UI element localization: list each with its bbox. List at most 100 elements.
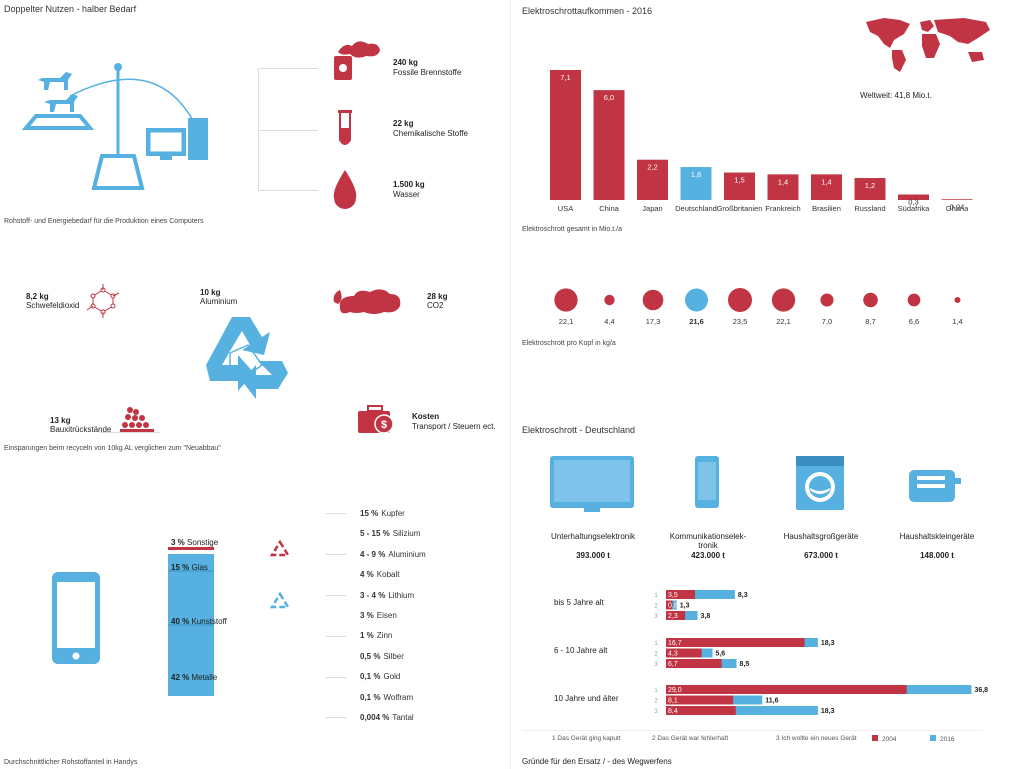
washing-machine-icon xyxy=(796,456,844,510)
composition-metals: 42 % Metalle xyxy=(171,673,217,682)
bar-2016-label: 8,3 xyxy=(738,592,748,599)
bar-2004-label: 8,1 xyxy=(668,698,678,705)
panel5-title: Elektroschrott - Deutschland xyxy=(522,425,636,435)
metal-row: 4 % Kobalt xyxy=(360,570,399,579)
recycle-icon xyxy=(206,317,288,399)
metal-row: 3 - 4 % Lithium xyxy=(360,591,414,600)
legend-item: 1 Das Gerät ging kaputt xyxy=(552,735,621,742)
composition-metals-label: Metalle xyxy=(191,673,218,682)
metal-label: Silber xyxy=(383,651,404,661)
molecule-icon xyxy=(86,284,120,318)
metal-value: 0,004 % xyxy=(360,713,390,722)
metal-label: Eisen xyxy=(376,611,397,620)
bar-2004 xyxy=(666,695,734,705)
metal-label: Silizium xyxy=(392,529,421,539)
bar-2016 xyxy=(666,706,818,715)
bar-2004-label: 3,5 xyxy=(668,592,678,599)
category-label: Haushaltsgroßgeräte xyxy=(783,532,859,541)
toaster-icon xyxy=(909,470,961,502)
category-value: 673.000 t xyxy=(804,551,838,560)
test-tube-icon xyxy=(338,110,352,145)
group-label-0: bis 5 Jahre alt xyxy=(554,598,604,607)
costs-value: Kosten xyxy=(412,412,440,421)
bubble xyxy=(954,297,961,303)
co2-value: 28 kg xyxy=(427,292,448,301)
bar-category-label: Frankreich xyxy=(765,204,800,213)
legend-key: 3 xyxy=(776,735,782,742)
bauxite-value: 13 kg xyxy=(50,416,71,425)
composition-metals-value: 42 % xyxy=(171,673,190,682)
recycle-small-red-icon xyxy=(269,539,291,557)
composition-plastic: 40 % Kunststoff xyxy=(171,617,227,626)
svg-text:$: $ xyxy=(381,419,387,431)
bar-category-label: China xyxy=(599,204,619,213)
bubble-value-label: 8,7 xyxy=(865,317,875,326)
smartphone-icon xyxy=(52,572,100,664)
co2-label: CO2 xyxy=(427,301,444,310)
panel4-title: Elektroschrottaufkommen - 2016 xyxy=(522,6,653,16)
bubble-value-label: 7,0 xyxy=(822,317,832,326)
metal-label: Kobalt xyxy=(376,570,400,580)
metal-label: Lithium xyxy=(388,590,415,600)
world-total: Weltweit: 41,8 Mio.t. xyxy=(860,91,932,100)
fuel-label: Fossile Brennstoffe xyxy=(393,68,462,77)
metal-row: 0,1 % Wolfram xyxy=(360,693,413,702)
bar-2004-label: 16,7 xyxy=(668,640,682,647)
metal-label: Kupfer xyxy=(381,509,405,518)
bubble-value-label: 6,6 xyxy=(909,317,919,326)
row-key: 3 xyxy=(654,662,658,668)
connector-line xyxy=(326,677,346,678)
legend-swatch xyxy=(930,735,936,741)
row-key: 2 xyxy=(654,652,658,658)
water-label: Wasser xyxy=(393,190,420,199)
bar-category-label: USA xyxy=(558,204,573,213)
category-label: Haushaltskleingeräte xyxy=(899,532,975,541)
bar xyxy=(637,159,668,200)
bar-category-label: Ghana xyxy=(946,204,969,213)
metal-value: 4 % xyxy=(360,570,374,580)
row-key: 2 xyxy=(654,604,658,610)
bar-2004-label: 0,8 xyxy=(668,603,678,610)
bubble xyxy=(554,288,578,312)
metal-label: Zinn xyxy=(376,631,393,641)
bubble xyxy=(907,293,921,307)
metal-value: 3 % xyxy=(360,611,374,620)
sulfur-value: 8,2 kg xyxy=(26,292,49,301)
horses-lever-illustration xyxy=(21,63,208,190)
metal-row: 1 % Zinn xyxy=(360,631,392,640)
connector-line xyxy=(258,68,318,69)
category-value: 148.000 t xyxy=(920,551,954,560)
bar-2016-label: 1,3 xyxy=(680,603,690,610)
legend-label: Das Gerät ging kaputt xyxy=(557,735,621,742)
bar-2016-label: 3,8 xyxy=(701,613,711,620)
metal-row: 4 - 9 % Aluminium xyxy=(360,550,426,559)
bar-value-label: 1,4 xyxy=(778,177,788,186)
bar xyxy=(724,172,755,200)
bubble xyxy=(642,289,664,311)
bar-category-label: Deutschland xyxy=(675,204,717,213)
bar-2004 xyxy=(666,600,673,610)
metal-row: 0,1 % Gold xyxy=(360,672,400,681)
bar-category-label: Japan xyxy=(642,204,662,213)
row-key: 1 xyxy=(654,688,658,694)
bar-2016-label: 36,8 xyxy=(974,687,988,694)
metal-label: Gold xyxy=(383,672,401,682)
connector-line xyxy=(258,190,318,191)
composition-other-value: 3 % xyxy=(171,538,185,547)
bubble xyxy=(604,294,615,306)
metal-value: 5 - 15 % xyxy=(360,529,390,539)
metal-label: Wolfram xyxy=(383,692,414,702)
bar xyxy=(811,174,842,200)
bar xyxy=(593,90,625,200)
costs-label: Transport / Steuern ect. xyxy=(412,422,496,431)
bar-2016-label: 8,5 xyxy=(740,661,750,668)
bar-2004 xyxy=(666,685,907,694)
panel-divider xyxy=(510,0,511,769)
smartphone-icon xyxy=(695,456,719,508)
bar-2004-label: 29,0 xyxy=(668,687,682,694)
bar-2004-label: 2,3 xyxy=(668,613,678,620)
bauxite-label: Bauxitrückstände xyxy=(50,425,112,434)
chemicals-value: 22 kg xyxy=(393,119,414,128)
bar-value-label: 2,2 xyxy=(647,163,657,172)
sulfur-label: Schwefeldioxid xyxy=(26,301,80,310)
